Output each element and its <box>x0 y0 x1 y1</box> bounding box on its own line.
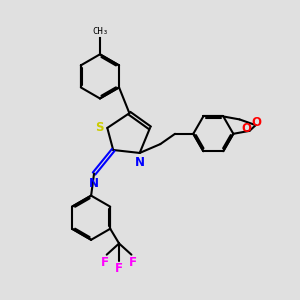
Text: F: F <box>129 256 137 269</box>
Text: O: O <box>251 116 261 128</box>
Text: F: F <box>115 262 123 275</box>
Text: CH₃: CH₃ <box>92 27 108 36</box>
Text: N: N <box>88 177 98 190</box>
Text: F: F <box>101 256 109 269</box>
Text: O: O <box>241 122 251 135</box>
Text: S: S <box>95 122 104 134</box>
Text: N: N <box>135 157 145 169</box>
